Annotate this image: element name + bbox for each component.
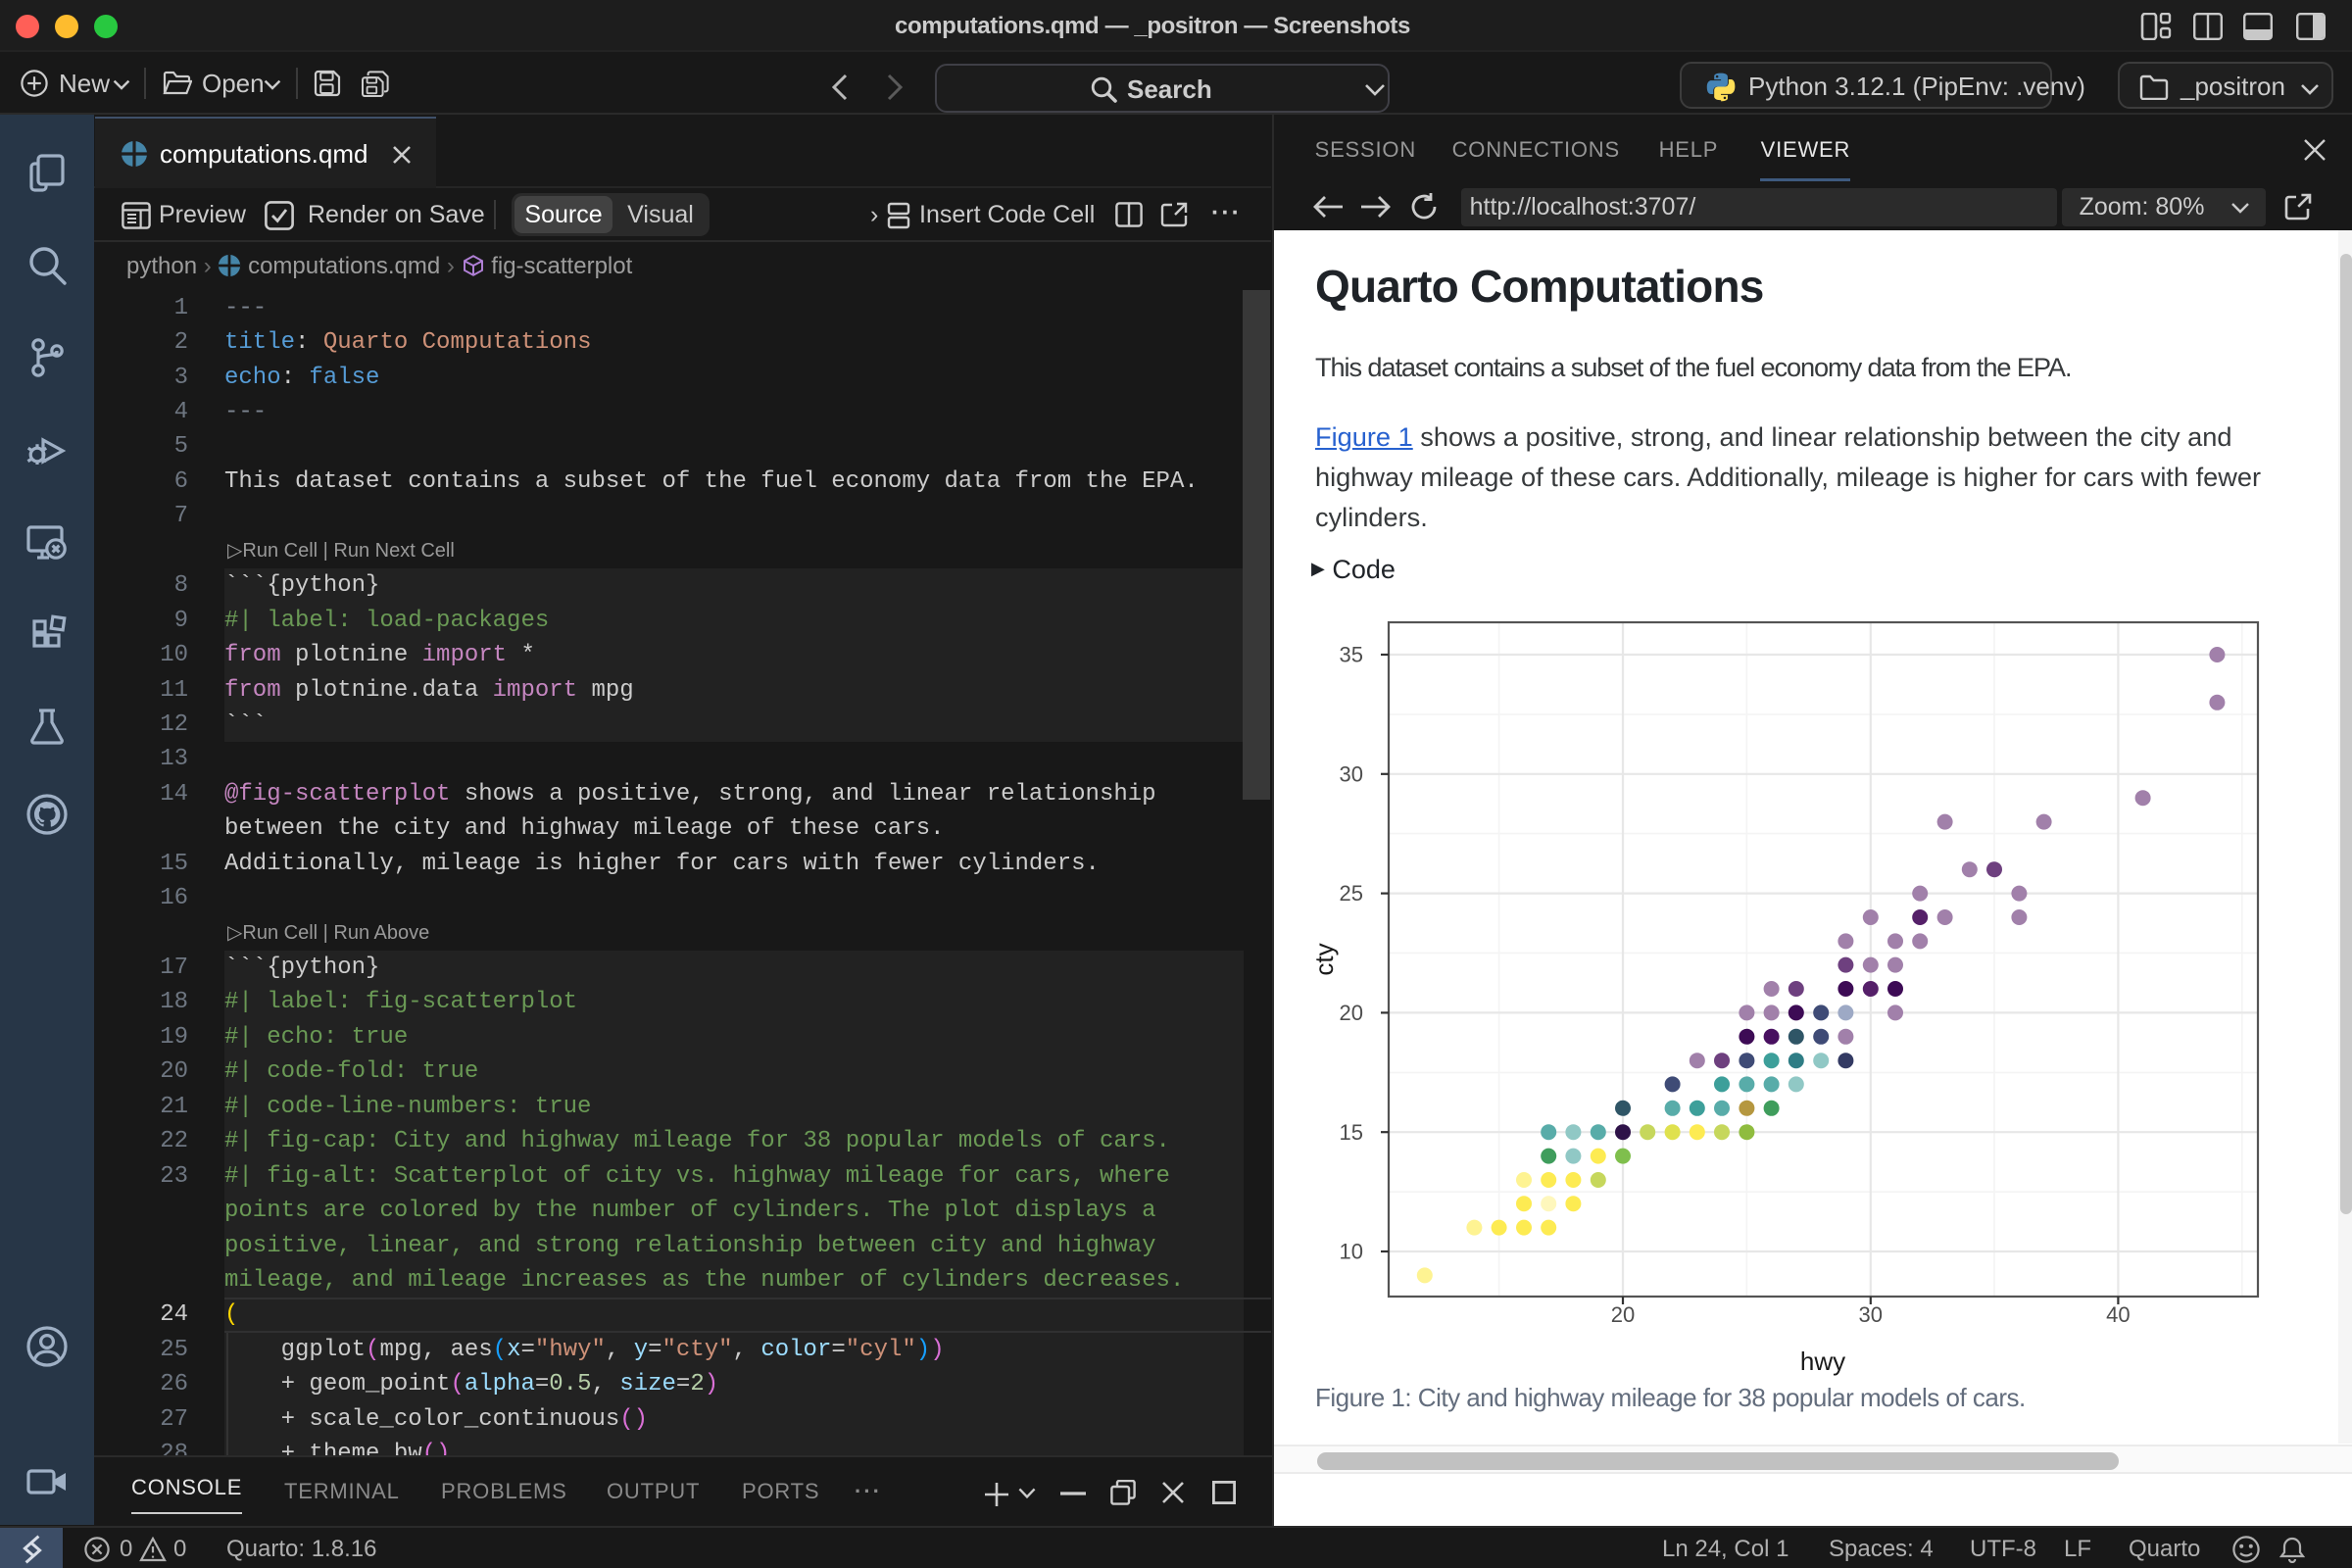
svg-text:10: 10 <box>1340 1240 1363 1264</box>
svg-text:30: 30 <box>1340 761 1363 786</box>
svg-text:30: 30 <box>1859 1302 1883 1327</box>
svg-text:40: 40 <box>2106 1302 2130 1327</box>
svg-text:cty: cty <box>1309 943 1339 975</box>
svg-text:hwy: hwy <box>1800 1347 1845 1376</box>
svg-text:15: 15 <box>1340 1120 1363 1145</box>
svg-text:25: 25 <box>1340 881 1363 906</box>
svg-text:35: 35 <box>1340 643 1363 667</box>
svg-text:20: 20 <box>1340 1001 1363 1025</box>
svg-text:20: 20 <box>1611 1302 1635 1327</box>
